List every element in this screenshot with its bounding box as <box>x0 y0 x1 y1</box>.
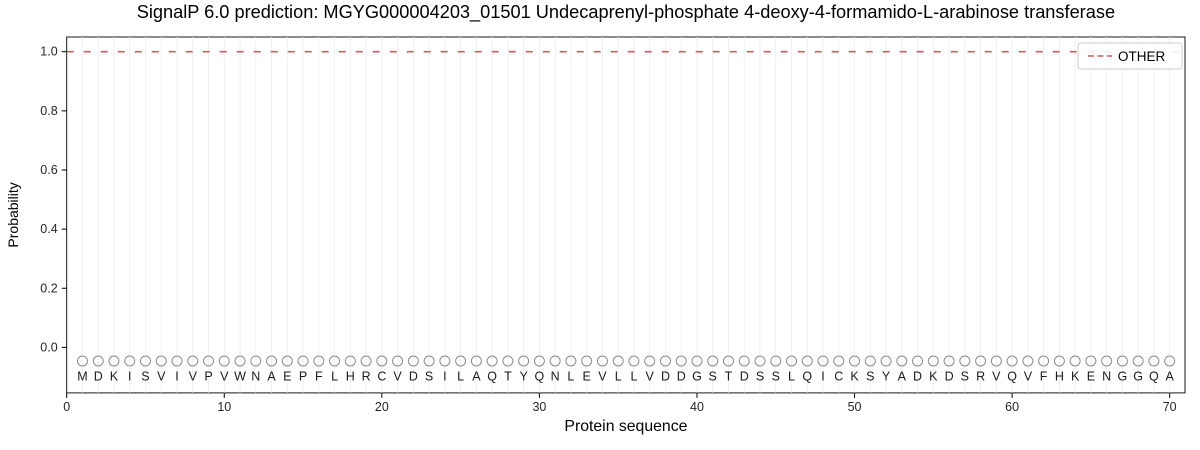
svg-text:V: V <box>157 370 166 384</box>
svg-text:V: V <box>992 370 1001 384</box>
svg-text:H: H <box>346 370 355 384</box>
svg-text:C: C <box>834 370 843 384</box>
svg-text:S: S <box>756 370 764 384</box>
svg-text:F: F <box>1040 370 1048 384</box>
svg-text:Q: Q <box>1149 370 1159 384</box>
svg-text:I: I <box>128 370 131 384</box>
svg-text:N: N <box>251 370 260 384</box>
svg-text:Probability: Probability <box>5 182 21 247</box>
svg-text:OTHER: OTHER <box>1118 49 1166 64</box>
svg-text:10: 10 <box>217 400 231 414</box>
svg-text:K: K <box>1071 370 1080 384</box>
svg-text:V: V <box>189 370 198 384</box>
svg-text:50: 50 <box>848 400 862 414</box>
svg-text:20: 20 <box>375 400 389 414</box>
svg-text:F: F <box>315 370 323 384</box>
svg-text:0: 0 <box>63 400 70 414</box>
svg-text:A: A <box>1165 370 1174 384</box>
svg-text:Q: Q <box>535 370 545 384</box>
svg-text:W: W <box>234 370 246 384</box>
svg-text:N: N <box>1102 370 1111 384</box>
svg-text:V: V <box>220 370 229 384</box>
svg-text:Q: Q <box>487 370 497 384</box>
svg-text:40: 40 <box>690 400 704 414</box>
svg-text:V: V <box>393 370 402 384</box>
svg-text:D: D <box>677 370 686 384</box>
svg-text:I: I <box>443 370 446 384</box>
svg-text:S: S <box>961 370 969 384</box>
svg-text:Y: Y <box>519 370 528 384</box>
svg-text:E: E <box>1087 370 1095 384</box>
svg-text:G: G <box>1118 370 1128 384</box>
svg-text:Q: Q <box>802 370 812 384</box>
svg-text:D: D <box>409 370 418 384</box>
svg-text:0.8: 0.8 <box>40 104 57 118</box>
svg-text:S: S <box>141 370 149 384</box>
svg-text:L: L <box>567 370 574 384</box>
svg-text:T: T <box>725 370 733 384</box>
svg-text:SignalP 6.0 prediction: MGYG00: SignalP 6.0 prediction: MGYG000004203_01… <box>137 2 1115 23</box>
svg-text:1.0: 1.0 <box>40 45 57 59</box>
svg-text:Q: Q <box>1007 370 1017 384</box>
svg-text:M: M <box>77 370 87 384</box>
svg-text:G: G <box>692 370 702 384</box>
svg-text:D: D <box>945 370 954 384</box>
svg-text:S: S <box>866 370 874 384</box>
svg-text:30: 30 <box>532 400 546 414</box>
svg-text:0.2: 0.2 <box>40 281 57 295</box>
svg-text:R: R <box>362 370 371 384</box>
svg-text:P: P <box>299 370 307 384</box>
svg-text:D: D <box>94 370 103 384</box>
svg-text:L: L <box>630 370 637 384</box>
svg-text:D: D <box>661 370 670 384</box>
svg-text:E: E <box>283 370 291 384</box>
svg-text:L: L <box>615 370 622 384</box>
svg-text:A: A <box>267 370 276 384</box>
svg-text:K: K <box>929 370 938 384</box>
svg-text:V: V <box>646 370 655 384</box>
svg-text:60: 60 <box>1005 400 1019 414</box>
svg-text:K: K <box>850 370 859 384</box>
svg-text:A: A <box>472 370 481 384</box>
svg-text:V: V <box>1024 370 1033 384</box>
svg-text:0.4: 0.4 <box>40 222 57 236</box>
svg-text:A: A <box>898 370 907 384</box>
svg-text:L: L <box>457 370 464 384</box>
svg-text:N: N <box>551 370 560 384</box>
svg-text:I: I <box>821 370 824 384</box>
svg-text:S: S <box>425 370 433 384</box>
svg-text:Protein sequence: Protein sequence <box>564 418 687 435</box>
svg-text:K: K <box>110 370 119 384</box>
svg-text:L: L <box>788 370 795 384</box>
svg-text:0.6: 0.6 <box>40 163 57 177</box>
svg-text:L: L <box>331 370 338 384</box>
svg-text:D: D <box>740 370 749 384</box>
svg-text:R: R <box>976 370 985 384</box>
svg-text:P: P <box>204 370 212 384</box>
svg-text:S: S <box>772 370 780 384</box>
svg-text:H: H <box>1055 370 1064 384</box>
svg-text:Y: Y <box>882 370 891 384</box>
svg-text:70: 70 <box>1163 400 1177 414</box>
svg-text:I: I <box>175 370 178 384</box>
svg-text:C: C <box>377 370 386 384</box>
svg-text:D: D <box>913 370 922 384</box>
svg-text:S: S <box>709 370 717 384</box>
svg-text:G: G <box>1133 370 1143 384</box>
svg-text:T: T <box>504 370 512 384</box>
svg-text:E: E <box>582 370 590 384</box>
svg-text:V: V <box>598 370 607 384</box>
svg-text:0.0: 0.0 <box>40 340 57 354</box>
